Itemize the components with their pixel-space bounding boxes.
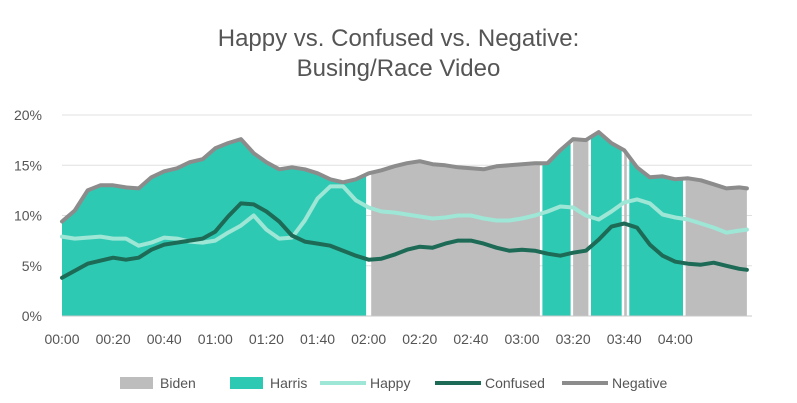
series-line-confused xyxy=(60,201,749,280)
chart-title-line-1: Happy vs. Confused vs. Negative: xyxy=(217,25,580,52)
axes: 0% 5% 10% 15% 20% 00:00 00:20 00:40 01:00 01:20 01… xyxy=(14,107,752,347)
segment-biden xyxy=(573,138,589,316)
segment-harris xyxy=(591,132,622,316)
legend-label-negative: Negative xyxy=(612,375,667,391)
series-line-negative xyxy=(60,130,749,224)
chart-title: Happy vs. Confused vs. Negative: Busing/… xyxy=(0,24,797,84)
x-tick-label: 03:20 xyxy=(556,331,591,347)
segment-biden xyxy=(371,161,540,316)
legend-swatch-biden xyxy=(120,377,153,389)
x-tick-label: 01:40 xyxy=(300,331,335,347)
series-line-happy xyxy=(60,184,749,248)
legend-label-confused: Confused xyxy=(485,375,545,391)
x-tick-label: 00:20 xyxy=(96,331,131,347)
x-tick-label: 03:00 xyxy=(504,331,539,347)
segment-biden xyxy=(624,150,627,316)
legend-label-happy: Happy xyxy=(370,375,410,391)
y-tick-label: 10% xyxy=(14,208,42,224)
y-tick-label: 0% xyxy=(22,308,42,324)
legend-swatch-harris xyxy=(230,377,263,389)
segment-harris xyxy=(62,139,367,316)
x-tick-label: 03:40 xyxy=(607,331,642,347)
x-tick-label: 00:00 xyxy=(44,331,79,347)
y-tick-label: 15% xyxy=(14,157,42,173)
x-tick-label: 02:20 xyxy=(402,331,437,347)
x-tick-label: 01:00 xyxy=(198,331,233,347)
legend: Biden Harris Happy Confused Negative xyxy=(120,375,667,391)
segment-harris xyxy=(542,141,571,316)
x-tick-label: 04:00 xyxy=(658,331,693,347)
y-tick-label: 5% xyxy=(22,258,42,274)
emotion-lines xyxy=(60,130,749,280)
x-tick-label: 00:40 xyxy=(147,331,182,347)
segment-biden xyxy=(685,178,747,316)
speaker-areas xyxy=(62,132,747,316)
segment-harris xyxy=(629,157,683,316)
chart-title-line-2: Busing/Race Video xyxy=(296,55,501,82)
legend-label-harris: Harris xyxy=(270,375,307,391)
legend-label-biden: Biden xyxy=(160,375,196,391)
x-tick-label: 02:40 xyxy=(453,331,488,347)
x-tick-label: 01:20 xyxy=(249,331,284,347)
y-tick-label: 20% xyxy=(14,107,42,123)
x-tick-label: 02:00 xyxy=(351,331,386,347)
